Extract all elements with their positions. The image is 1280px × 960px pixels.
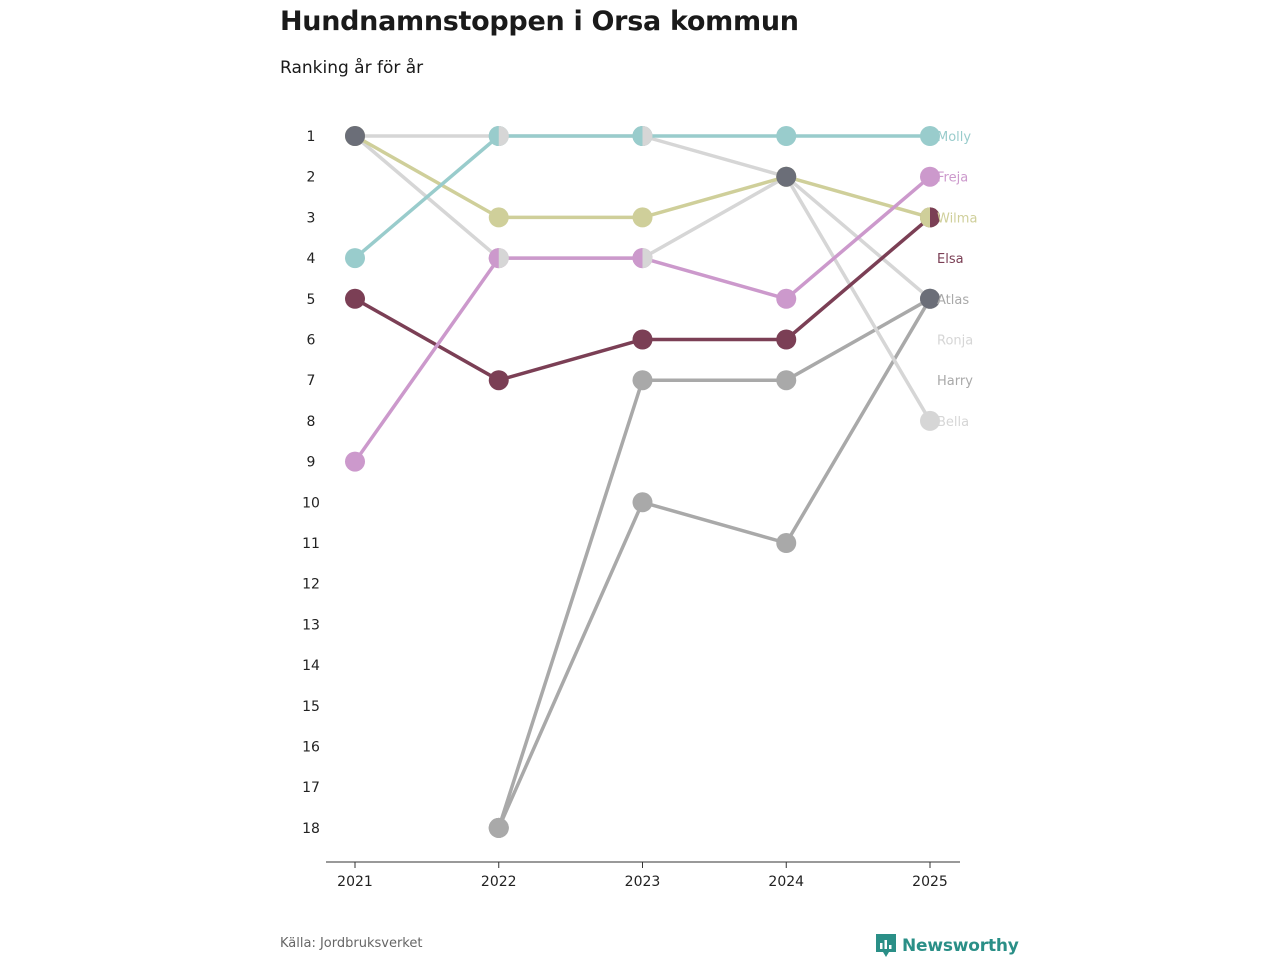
chart-subtitle: Ranking år för år — [280, 58, 424, 78]
y-tick-label: 5 — [307, 292, 316, 308]
y-tick-label: 6 — [307, 333, 316, 349]
series-line-harry — [497, 297, 932, 830]
x-axis: 2021 2022 2023 2024 2025 — [326, 861, 960, 890]
series-markers — [345, 126, 940, 838]
y-tick-label: 2 — [307, 170, 316, 186]
shared-marker — [488, 817, 509, 838]
marker-elsa — [345, 288, 365, 309]
y-tick-label: 13 — [302, 617, 320, 633]
shared-marker-left-half — [488, 126, 499, 146]
marker-elsa — [488, 370, 509, 391]
shared-marker-left-half — [632, 126, 643, 146]
marker-freja — [345, 451, 365, 472]
shared-marker-left-half — [488, 248, 499, 269]
y-tick-label: 17 — [302, 780, 320, 796]
marker-bella — [920, 410, 940, 431]
series-line-elsa — [353, 215, 932, 382]
shared-marker — [776, 166, 797, 187]
series-lines — [353, 134, 932, 830]
y-tick-label: 1 — [307, 129, 316, 145]
end-label-elsa: Elsa — [937, 252, 964, 267]
end-label-atlas: Atlas — [937, 293, 969, 308]
brand-name: Newsworthy — [902, 936, 1019, 956]
marker-harry — [632, 492, 653, 513]
shared-marker-right-half — [642, 126, 653, 146]
y-tick-label: 15 — [302, 699, 320, 715]
chart-title: Hundnamnstoppen i Orsa kommun — [280, 6, 799, 37]
series-line-molly — [353, 134, 932, 260]
x-tick-label: 2021 — [337, 874, 373, 890]
end-label-ronja: Ronja — [937, 334, 973, 349]
shared-marker-left-half — [920, 207, 930, 228]
x-tick-label: 2025 — [912, 874, 948, 890]
marker-wilma — [488, 207, 509, 228]
series-line-wilma — [353, 134, 932, 220]
y-tick-label: 12 — [302, 577, 320, 593]
marker-elsa — [632, 329, 653, 350]
source-note: Källa: Jordbruksverket — [280, 936, 423, 951]
shared-marker-right-half — [498, 126, 509, 146]
shared-marker-right-half — [498, 248, 509, 269]
marker-atlas — [776, 370, 797, 391]
shared-marker-right-half — [642, 248, 653, 269]
marker-freja — [920, 166, 940, 187]
marker-molly — [345, 248, 365, 269]
end-label-wilma: Wilma — [937, 211, 977, 226]
y-tick-label: 9 — [307, 455, 316, 471]
marker-atlas — [632, 370, 653, 391]
shared-marker — [920, 288, 940, 309]
marker-molly — [776, 126, 797, 146]
shared-marker-right-half — [930, 207, 940, 228]
marker-molly — [920, 126, 940, 146]
y-tick-label: 4 — [307, 251, 316, 267]
brand-logo: Newsworthy — [876, 934, 1019, 958]
marker-wilma — [632, 207, 653, 228]
y-tick-label: 11 — [302, 536, 320, 552]
end-label-bella: Bella — [937, 415, 969, 430]
end-label-freja: Freja — [937, 171, 968, 186]
marker-harry — [776, 533, 797, 553]
end-label-molly: Molly — [937, 130, 971, 145]
x-tick-label: 2022 — [481, 874, 517, 890]
marker-elsa — [776, 329, 797, 350]
series-line-atlas — [497, 297, 932, 830]
y-tick-label: 16 — [302, 740, 320, 756]
newsworthy-icon — [876, 934, 896, 957]
y-tick-label: 10 — [302, 495, 320, 511]
end-labels: Molly Freja Wilma Elsa Atlas Ronja Harry Bella — [937, 130, 977, 430]
y-tick-label: 3 — [307, 210, 316, 226]
y-tick-label: 18 — [302, 821, 320, 837]
x-tick-label: 2023 — [625, 874, 661, 890]
shared-marker-left-half — [632, 248, 643, 269]
end-label-harry: Harry — [937, 374, 973, 389]
y-tick-label: 7 — [307, 373, 316, 389]
marker-freja — [776, 288, 797, 309]
y-tick-label: 8 — [307, 414, 316, 430]
y-tick-label: 14 — [302, 658, 320, 674]
x-tick-label: 2024 — [768, 874, 804, 890]
shared-marker — [345, 126, 365, 146]
